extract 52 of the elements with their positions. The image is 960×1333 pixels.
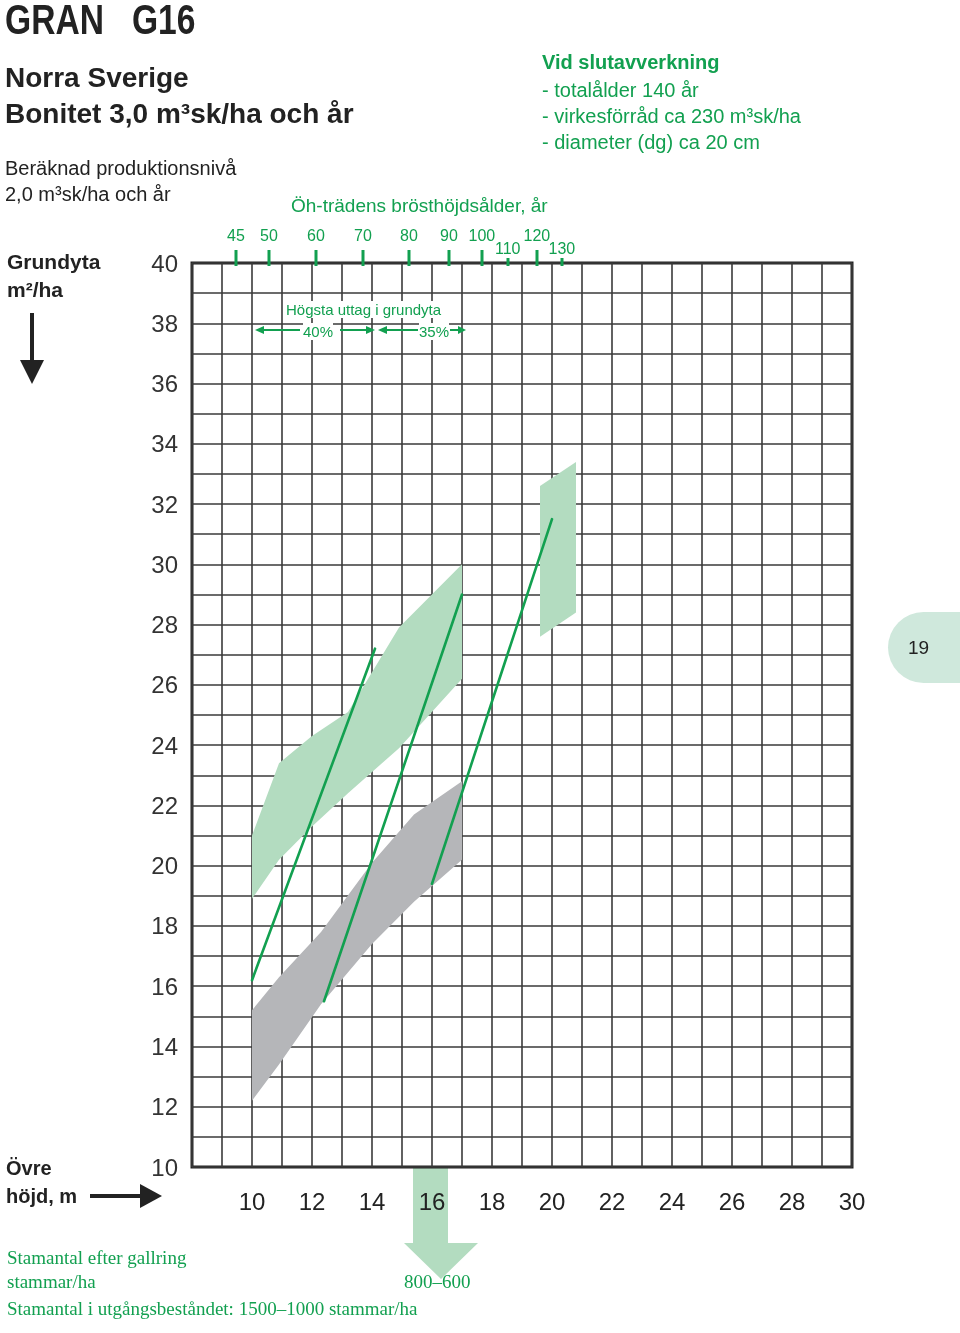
x-tick-label: 26 — [718, 1187, 746, 1215]
chart-title: GRAN G16 — [5, 0, 196, 44]
x-tick-label: 28 — [778, 1187, 806, 1215]
x-tick-label: 24 — [658, 1187, 686, 1215]
x-axis-title: Övre höjd, m — [6, 1156, 79, 1209]
text: 130 — [548, 240, 576, 258]
text: 45 — [227, 227, 245, 245]
y-tick-label: 12 — [151, 1093, 178, 1121]
text: - totalålder 140 år - virkesförråd ca 230 m³sk/ha - diameter (dg) ca 20 cm — [542, 78, 801, 155]
text: 100 — [468, 227, 496, 245]
x-tick-label: 22 — [598, 1187, 626, 1215]
text: 50 — [260, 227, 278, 245]
text: 70 — [354, 227, 372, 245]
x-tick-label: 14 — [358, 1187, 386, 1215]
y-tick-label: 26 — [151, 671, 178, 699]
y-tick-label: 22 — [151, 791, 178, 819]
annotation: Högsta uttag i grundyta — [284, 301, 444, 318]
y-tick-label: 40 — [151, 249, 178, 277]
text: Öh-trädens brösthöjdsålder, år — [291, 195, 548, 217]
text: 80 — [400, 227, 418, 245]
page-tab: 19 — [888, 612, 960, 683]
x-tick-label: 16 — [418, 1187, 446, 1215]
y-tick-label: 36 — [151, 370, 178, 398]
chart-subtitle: Norra Sverige Bonitet 3,0 m³sk/ha och år — [5, 61, 354, 131]
text: Stamantal i utgångsbeståndet: 1500–1000 stammar/ha — [7, 1298, 418, 1320]
annotation: 40% — [303, 323, 334, 340]
y-tick-label: 28 — [151, 611, 178, 639]
y-axis-title: Grundyta m²/ha — [7, 249, 102, 303]
text: Stamantal efter gallring stammar/ha — [7, 1246, 187, 1294]
x-tick-label: 10 — [238, 1187, 266, 1215]
y-tick-label: 18 — [151, 912, 178, 940]
text: Vid slutavverkning — [542, 51, 720, 74]
y-tick-label: 20 — [151, 852, 178, 880]
text: Beräknad produktionsnivå 2,0 m³sk/ha och år — [5, 156, 237, 207]
text: 800–600 — [404, 1271, 471, 1293]
y-tick-label: 34 — [151, 430, 178, 458]
y-tick-label: 16 — [151, 972, 178, 1000]
text: 90 — [440, 227, 458, 245]
y-tick-label: 10 — [151, 1153, 178, 1181]
x-tick-label: 20 — [538, 1187, 566, 1215]
text: 60 — [307, 227, 325, 245]
y-tick-label: 30 — [151, 550, 178, 578]
annotation: 35% — [419, 323, 450, 340]
y-tick-label: 32 — [151, 490, 178, 518]
y-tick-label: 24 — [151, 731, 178, 759]
text: 110 — [495, 240, 521, 258]
y-tick-label: 14 — [151, 1032, 178, 1060]
y-tick-label: 38 — [151, 309, 178, 337]
x-tick-label: 12 — [298, 1187, 326, 1215]
x-tick-label: 18 — [478, 1187, 506, 1215]
text: 120 — [523, 227, 551, 244]
x-tick-label: 30 — [838, 1187, 866, 1215]
